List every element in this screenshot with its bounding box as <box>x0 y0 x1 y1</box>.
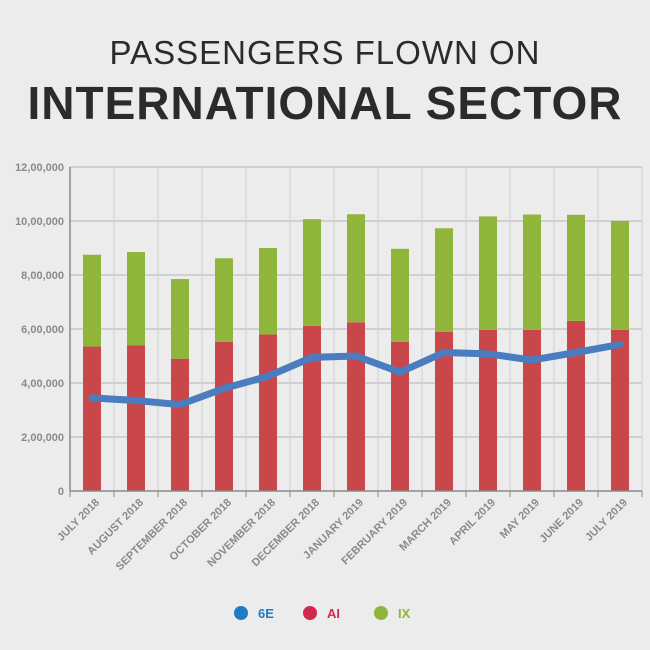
bar-ai <box>523 329 541 491</box>
bar-ai <box>259 334 277 491</box>
y-axis-ticks: 0 2,00,000 4,00,000 6,00,000 8,00,000 10,00,0… <box>15 162 64 498</box>
legend-marker-ai <box>303 606 317 620</box>
legend-marker-6e <box>234 606 248 620</box>
point-6e <box>179 404 181 406</box>
legend-marker-ix <box>374 606 388 620</box>
grid <box>70 166 643 491</box>
bar-ai <box>435 331 453 491</box>
bar-ix <box>215 258 233 342</box>
point-6e <box>223 387 225 389</box>
bar-ai <box>391 341 409 491</box>
bar-ai <box>479 329 497 491</box>
point-6e <box>575 351 577 353</box>
point-6e <box>91 397 93 399</box>
bar-ai <box>611 329 629 491</box>
point-6e <box>531 359 533 361</box>
y-tick-label: 0 <box>58 486 64 498</box>
y-tick-label: 10,00,000 <box>15 216 64 228</box>
line-series <box>88 340 624 409</box>
x-tick-label: JULY 2018 <box>55 497 102 544</box>
chart-title-line2: INTERNATIONAL SECTOR <box>27 77 623 129</box>
point-6e <box>619 343 621 345</box>
bar-ix <box>479 216 497 330</box>
point-6e <box>399 371 401 373</box>
x-tick-label: MAY 2019 <box>498 497 542 541</box>
bar-ix <box>83 254 101 347</box>
bar-ai <box>83 346 101 491</box>
bar-ix <box>127 252 145 346</box>
bar-ix <box>303 219 321 326</box>
bar-ai <box>567 320 585 491</box>
bar-ix <box>259 248 277 335</box>
y-tick-label: 8,00,000 <box>21 270 64 282</box>
legend: 6E AI IX <box>234 606 411 621</box>
bar-ix <box>171 279 189 359</box>
chart-title-line1: PASSENGERS FLOWN ON <box>109 34 541 71</box>
y-tick-label: 12,00,000 <box>15 162 64 174</box>
bar-ai <box>215 341 233 491</box>
y-tick-label: 6,00,000 <box>21 324 64 336</box>
bar-ix <box>347 214 365 323</box>
point-6e <box>267 375 269 377</box>
point-6e <box>135 400 137 402</box>
bars <box>83 214 629 491</box>
bar-ai <box>303 325 321 491</box>
bar-ix <box>391 248 409 342</box>
legend-label-ix: IX <box>398 606 411 621</box>
axes <box>69 167 643 497</box>
x-tick-label: JULY 2019 <box>583 497 630 544</box>
bar-ix <box>435 228 453 332</box>
bar-ix <box>611 221 629 330</box>
bar-ai <box>127 345 145 491</box>
bar-ix <box>523 214 541 330</box>
legend-label-ai: AI <box>327 606 340 621</box>
x-tick-label: JUNE 2019 <box>537 497 586 546</box>
point-6e <box>355 355 357 357</box>
point-6e <box>311 356 313 358</box>
legend-label-6e: 6E <box>258 606 274 621</box>
bar-ai <box>347 322 365 491</box>
y-tick-label: 2,00,000 <box>21 432 64 444</box>
point-6e <box>487 353 489 355</box>
bar-ix <box>567 214 585 321</box>
y-tick-label: 4,00,000 <box>21 378 64 390</box>
x-tick-label: APRIL 2019 <box>447 497 498 548</box>
point-6e <box>443 351 445 353</box>
bar-ai <box>171 358 189 491</box>
